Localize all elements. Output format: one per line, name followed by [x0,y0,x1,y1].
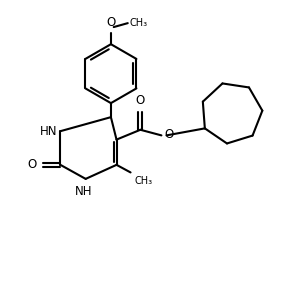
Text: O: O [136,94,145,107]
Text: CH₃: CH₃ [135,176,153,186]
Text: O: O [28,158,37,171]
Text: HN: HN [39,125,57,138]
Text: O: O [106,16,116,29]
Text: NH: NH [75,185,92,198]
Text: O: O [165,128,174,141]
Text: CH₃: CH₃ [129,17,147,28]
